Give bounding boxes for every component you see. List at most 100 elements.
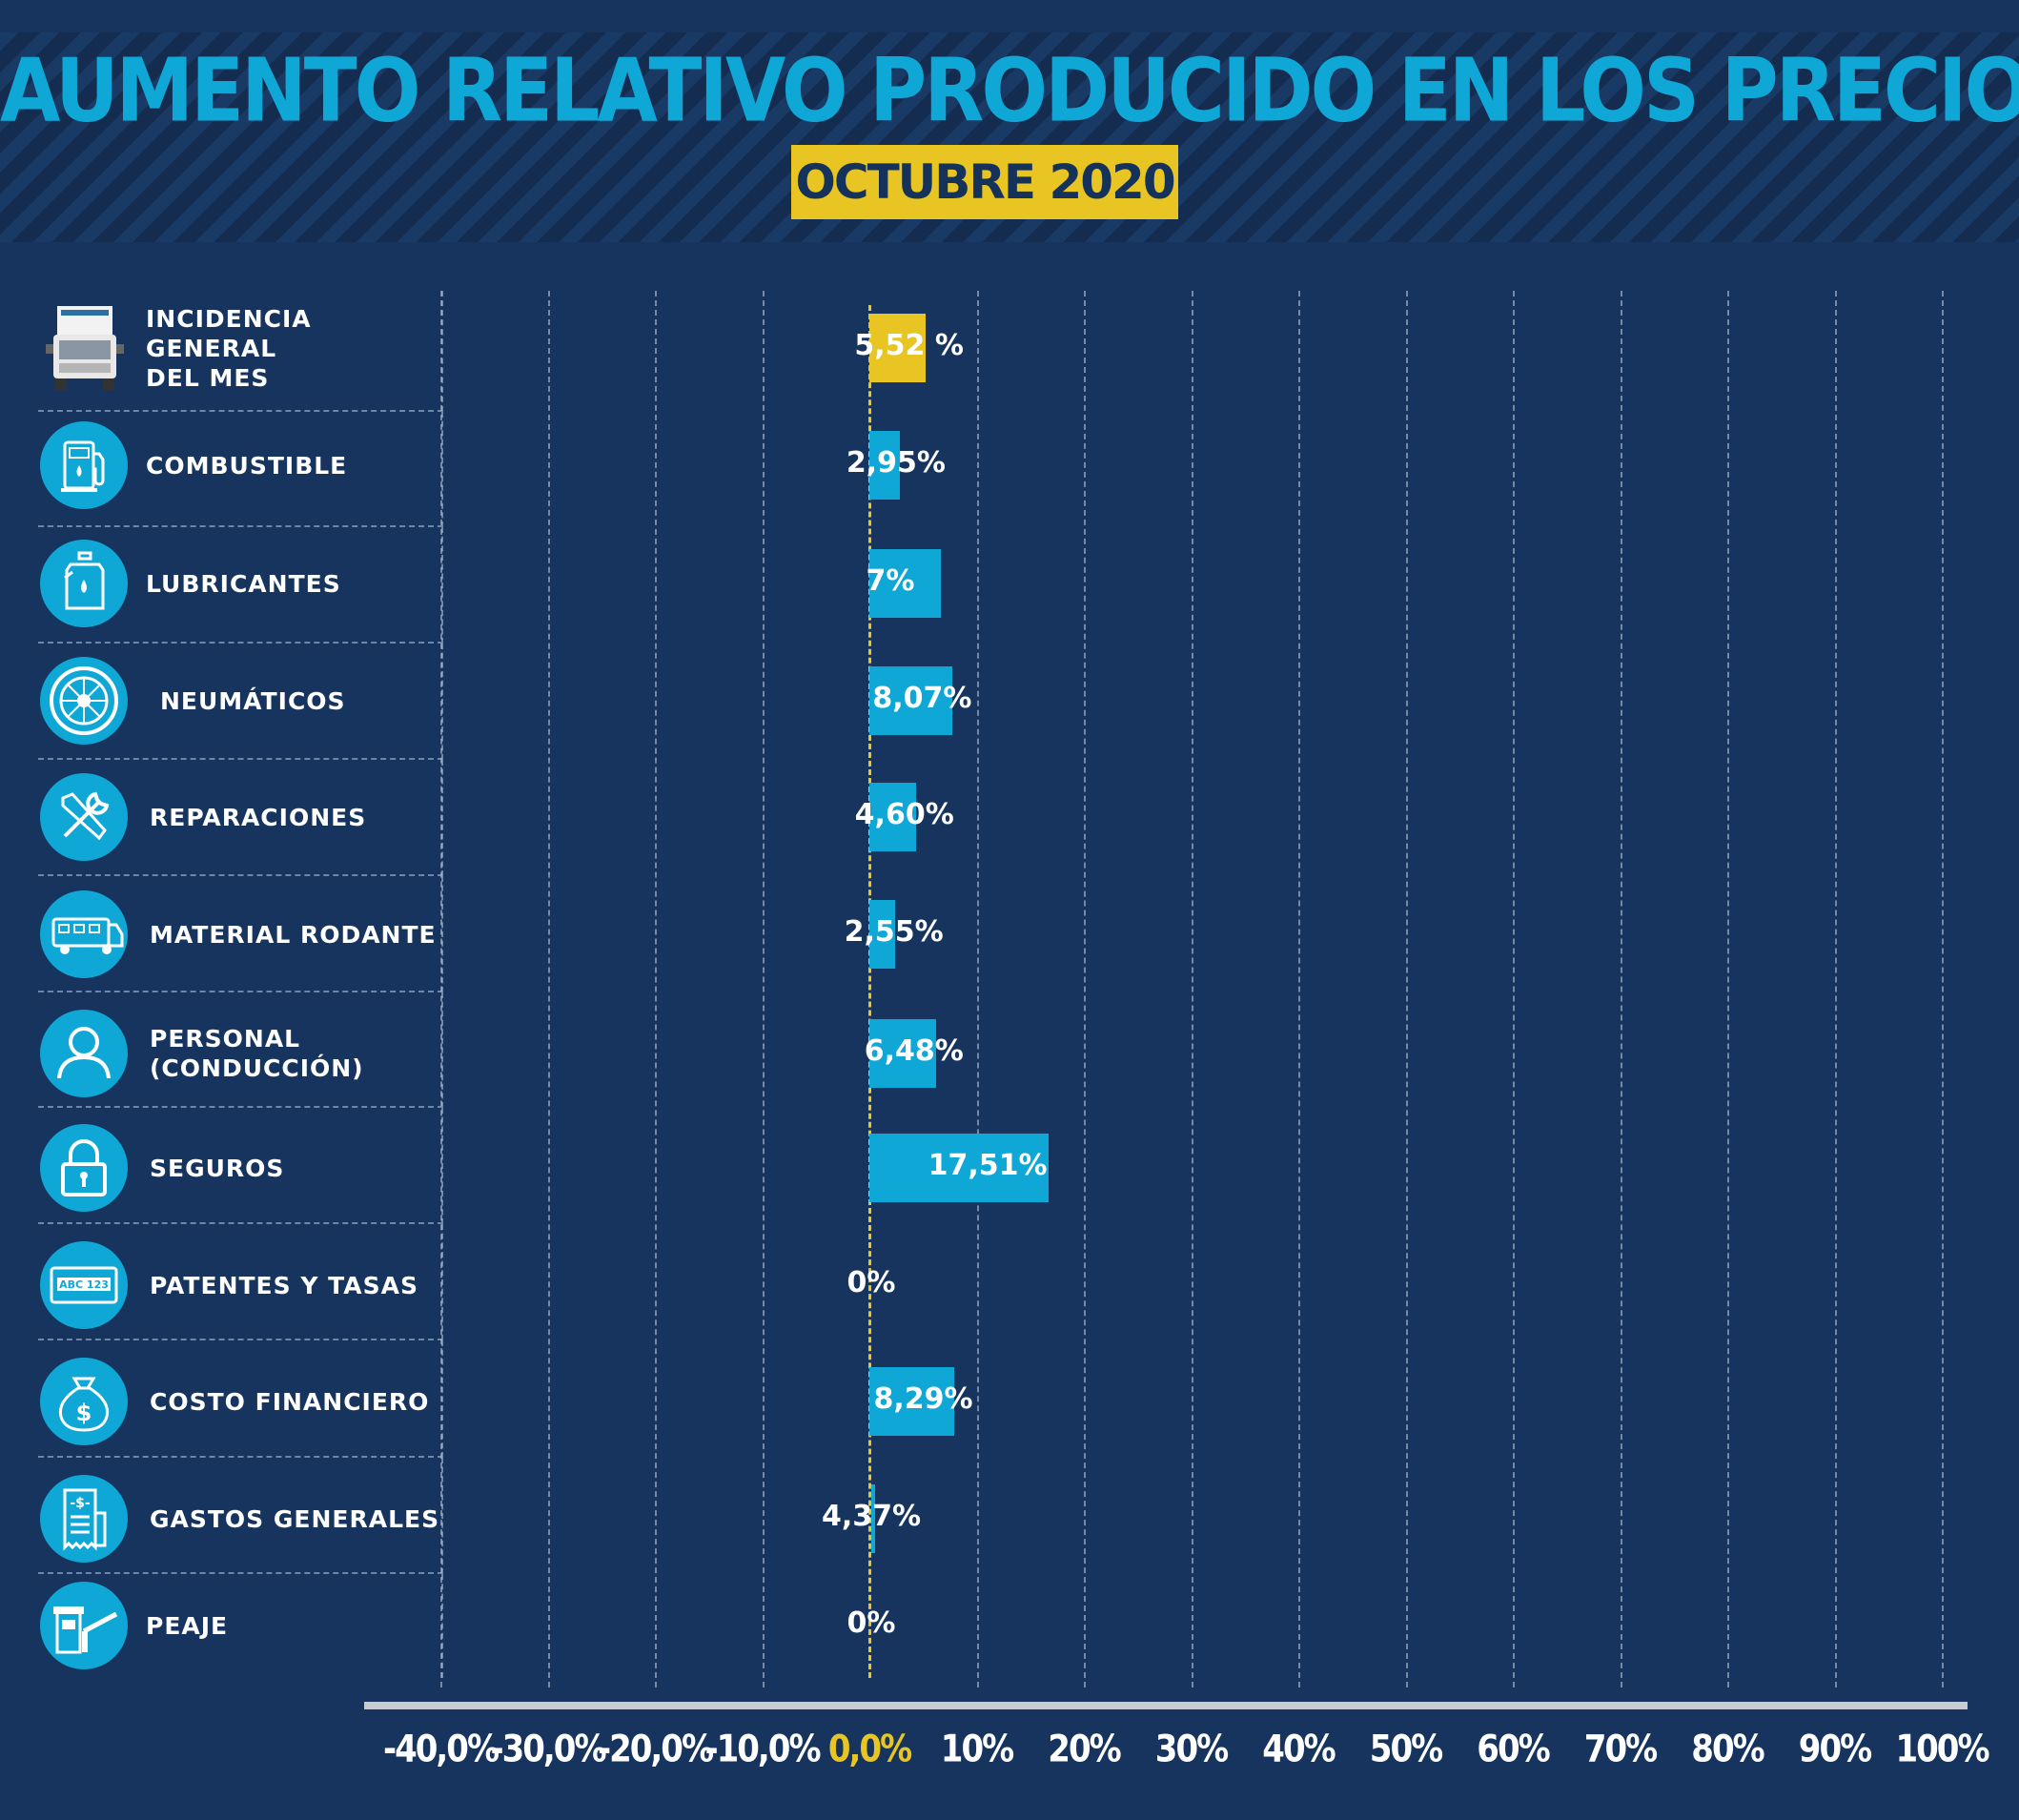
row-divider [38, 642, 443, 644]
padlock-icon [40, 1124, 128, 1212]
row-edge-line [441, 1458, 443, 1574]
fuel-pump-icon [40, 421, 128, 509]
category-label: REPARACIONES [150, 803, 367, 831]
category-row: ABC 123 PATENTES Y TASAS [38, 1224, 443, 1340]
svg-text:-$-: -$- [70, 1496, 91, 1511]
category-label: PATENTES Y TASAS [150, 1271, 418, 1299]
row-edge-line [441, 1224, 443, 1340]
bar [869, 666, 952, 735]
category-row: -$- GASTOS GENERALES [38, 1458, 443, 1574]
bar-value-label: 2,95% [846, 446, 946, 480]
category-label: MATERIAL RODANTE [150, 920, 437, 949]
gridline [1191, 291, 1193, 1687]
bar [869, 431, 900, 500]
x-tick-label: 0,0% [827, 1728, 912, 1771]
row-edge-line [441, 527, 443, 644]
x-tick-label: 10% [940, 1728, 1014, 1771]
bar-value-label: 4,60% [854, 798, 954, 831]
row-edge-line [441, 760, 443, 876]
row-divider [38, 410, 443, 412]
bar-value-label: 2,55% [844, 915, 944, 949]
bar [869, 314, 927, 382]
gridline [1405, 291, 1408, 1687]
row-divider [38, 525, 443, 527]
bar-value-label: 17,51% [928, 1149, 1048, 1182]
header-banner [0, 32, 2019, 242]
category-label: PEAJE [146, 1611, 229, 1640]
gridline [1942, 291, 1944, 1687]
category-label: PERSONAL (CONDUCCIÓN) [150, 1025, 364, 1082]
x-tick-label: -10,0% [704, 1728, 821, 1771]
row-edge-line [441, 644, 443, 760]
svg-text:$: $ [76, 1400, 92, 1426]
gridline [762, 291, 765, 1687]
category-label: LUBRICANTES [146, 569, 341, 598]
gridline [1620, 291, 1622, 1687]
subtitle-badge: OCTUBRE 2020 [791, 145, 1178, 219]
bar-value-label: 8,07% [872, 682, 972, 715]
toll-booth-icon [40, 1582, 128, 1669]
oil-bottle-icon [40, 540, 128, 627]
bar-value-label: 0% [846, 1606, 896, 1640]
bar-value-label: 0% [846, 1266, 896, 1299]
row-divider [38, 1106, 443, 1108]
x-axis-line [364, 1702, 1968, 1709]
category-label: GASTOS GENERALES [150, 1504, 440, 1533]
bar-value-label: 4,37% [821, 1500, 922, 1533]
license-plate-icon: ABC 123 [40, 1241, 128, 1329]
row-divider [38, 758, 443, 760]
row-edge-line [441, 1574, 443, 1678]
category-row: MATERIAL RODANTE [38, 876, 443, 992]
category-row: SEGUROS [38, 1108, 443, 1224]
x-tick-label: 20% [1048, 1728, 1121, 1771]
row-edge-line [441, 291, 443, 412]
gridline [547, 291, 550, 1687]
bar-value-label: 7% [866, 564, 915, 598]
tools-icon [40, 773, 128, 861]
x-tick-label: 60% [1477, 1728, 1550, 1771]
bar [869, 549, 942, 618]
bar [869, 1367, 955, 1436]
x-tick-label: 80% [1691, 1728, 1764, 1771]
category-label: INCIDENCIA GENERAL DEL MES [146, 304, 312, 392]
category-label: COSTO FINANCIERO [150, 1387, 430, 1416]
x-tick-label: -30,0% [490, 1728, 606, 1771]
subtitle-text: OCTUBRE 2020 [795, 154, 1175, 210]
category-row: INCIDENCIA GENERAL DEL MES [38, 291, 443, 412]
truck-side-icon [40, 890, 128, 978]
page-title: AUMENTO RELATIVO PRODUCIDO EN LOS PRECIO… [0, 40, 2019, 142]
bar-value-label: 6,48% [864, 1034, 964, 1068]
row-divider [38, 1339, 443, 1340]
gridline [1084, 291, 1086, 1687]
row-edge-line [441, 876, 443, 992]
x-tick-label: 70% [1583, 1728, 1658, 1771]
category-row: PEAJE [38, 1574, 443, 1678]
x-tick-label: 30% [1154, 1728, 1229, 1771]
gridline [1834, 291, 1837, 1687]
category-label: NEUMÁTICOS [160, 686, 346, 715]
zero-reference-line [868, 305, 871, 1678]
row-edge-line [441, 992, 443, 1108]
gridline [1727, 291, 1729, 1687]
row-divider [38, 1456, 443, 1458]
tire-icon [40, 657, 128, 745]
gridline [655, 291, 657, 1687]
category-row: NEUMÁTICOS [38, 644, 443, 760]
category-row: LUBRICANTES [38, 527, 443, 644]
gridline [976, 291, 979, 1687]
bar-value-label: 5,52 % [854, 329, 964, 362]
category-row: COMBUSTIBLE [38, 412, 443, 527]
row-edge-line [441, 412, 443, 527]
svg-text:ABC 123: ABC 123 [59, 1278, 109, 1291]
x-tick-label: 100% [1895, 1728, 1989, 1771]
receipt-icon: -$- [40, 1475, 128, 1563]
row-divider [38, 874, 443, 876]
category-row: REPARACIONES [38, 760, 443, 876]
row-divider [38, 1222, 443, 1224]
x-tick-label: -20,0% [597, 1728, 714, 1771]
x-tick-label: 50% [1369, 1728, 1443, 1771]
row-edge-line [441, 1108, 443, 1224]
bar [869, 900, 896, 969]
bar [869, 1019, 936, 1088]
x-tick-label: -40,0% [382, 1728, 500, 1771]
